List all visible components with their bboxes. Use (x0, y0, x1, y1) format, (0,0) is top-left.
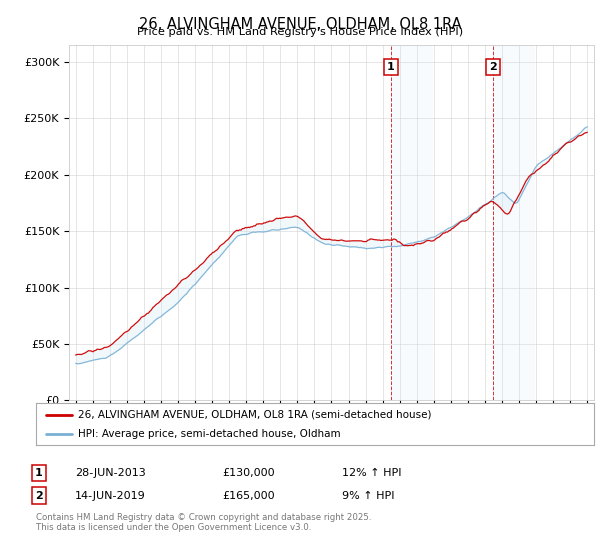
Bar (493, 45, 535, 400)
Text: 9% ↑ HPI: 9% ↑ HPI (342, 491, 395, 501)
Text: HPI: Average price, semi-detached house, Oldham: HPI: Average price, semi-detached house,… (78, 429, 340, 439)
Text: This data is licensed under the Open Government Licence v3.0.: This data is licensed under the Open Gov… (36, 523, 311, 532)
Text: Price paid vs. HM Land Registry's House Price Index (HPI): Price paid vs. HM Land Registry's House … (137, 27, 463, 37)
Text: 26, ALVINGHAM AVENUE, OLDHAM, OL8 1RA (semi-detached house): 26, ALVINGHAM AVENUE, OLDHAM, OL8 1RA (s… (78, 409, 431, 419)
Text: £165,000: £165,000 (222, 491, 275, 501)
Text: 28-JUN-2013: 28-JUN-2013 (75, 468, 146, 478)
Text: Contains HM Land Registry data © Crown copyright and database right 2025.: Contains HM Land Registry data © Crown c… (36, 513, 371, 522)
Text: 1: 1 (35, 468, 43, 478)
Text: 12% ↑ HPI: 12% ↑ HPI (342, 468, 401, 478)
Text: 1: 1 (387, 62, 395, 72)
Text: 2: 2 (35, 491, 43, 501)
Text: £130,000: £130,000 (222, 468, 275, 478)
Text: 26, ALVINGHAM AVENUE, OLDHAM, OL8 1RA: 26, ALVINGHAM AVENUE, OLDHAM, OL8 1RA (139, 17, 461, 32)
Bar (391, 45, 433, 400)
Text: 2: 2 (489, 62, 496, 72)
Text: 14-JUN-2019: 14-JUN-2019 (75, 491, 146, 501)
